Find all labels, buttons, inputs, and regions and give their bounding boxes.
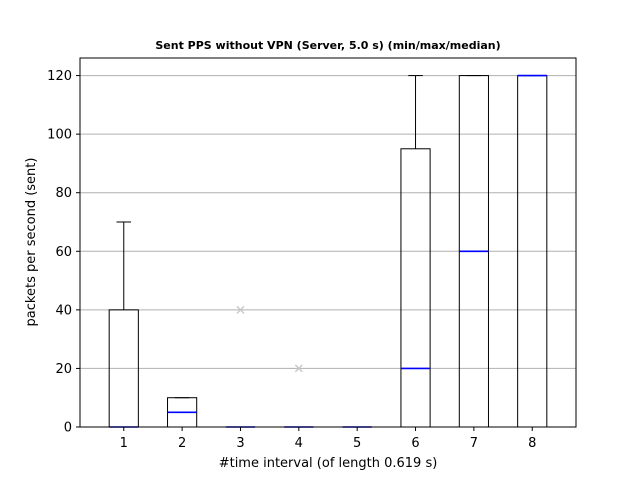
outlier-marker (236, 305, 245, 314)
box-body (400, 148, 431, 428)
y-tick-label: 40 (55, 303, 72, 318)
y-tick-label: 120 (47, 69, 72, 84)
y-axis: 0 20 40 60 80 100 120 (47, 69, 80, 436)
box-3 (225, 305, 256, 428)
y-tick-label: 60 (55, 245, 72, 260)
x-tick-label: 3 (236, 436, 244, 451)
x-tick-label: 6 (411, 436, 419, 451)
y-tick-label: 20 (55, 362, 72, 377)
x-tick-label: 7 (470, 436, 478, 451)
box-4 (284, 364, 314, 428)
x-tick-label: 2 (178, 436, 186, 451)
box-7 (458, 75, 489, 428)
x-axis: 1 2 3 4 5 6 7 8 (120, 427, 536, 451)
grid-lines (80, 75, 576, 428)
x-tick-label: 1 (120, 436, 128, 451)
y-tick-label: 100 (47, 128, 72, 143)
x-axis-label: #time interval (of length 0.619 s) (219, 456, 438, 471)
x-tick-label: 5 (353, 436, 361, 451)
y-tick-label: 0 (64, 421, 72, 436)
box-2 (167, 397, 198, 428)
x-tick-label: 4 (295, 436, 303, 451)
x-tick-label: 8 (528, 436, 536, 451)
outlier-marker (294, 364, 303, 373)
y-tick-label: 80 (55, 186, 72, 201)
chart-title: Sent PPS without VPN (Server, 5.0 s) (mi… (155, 39, 500, 52)
plot-frame (79, 57, 577, 428)
box-1 (108, 221, 139, 428)
y-axis-label: packets per second (sent) (24, 158, 39, 327)
